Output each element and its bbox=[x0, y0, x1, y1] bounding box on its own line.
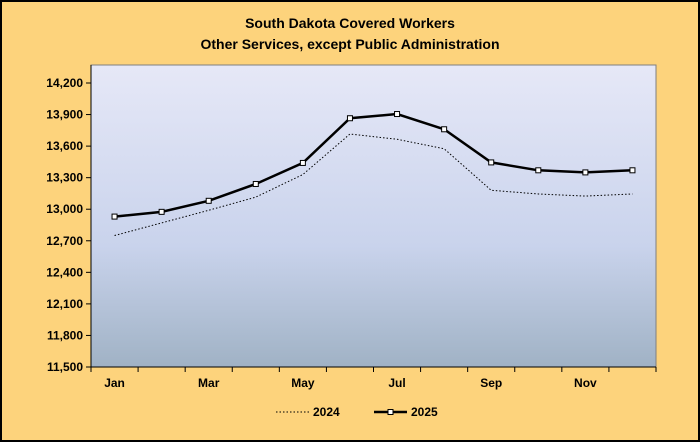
data-point-2025 bbox=[158, 208, 165, 215]
data-point-2025 bbox=[488, 159, 495, 166]
data-point-2025 bbox=[299, 159, 306, 166]
y-tick-label: 12,100 bbox=[46, 297, 83, 311]
y-tick-label: 11,500 bbox=[47, 360, 83, 374]
y-tick-label: 12,700 bbox=[46, 234, 83, 248]
series-layer bbox=[111, 111, 636, 237]
y-tick-label: 13,900 bbox=[46, 108, 83, 122]
plot-area bbox=[90, 64, 657, 368]
x-tick-label: Nov bbox=[574, 376, 597, 390]
x-tick-label: Mar bbox=[198, 376, 220, 390]
data-point-2025 bbox=[582, 169, 589, 176]
x-tick-label: Sep bbox=[480, 376, 502, 390]
series-line-2024 bbox=[114, 133, 633, 237]
chart-subtitle: Other Services, except Public Administra… bbox=[200, 36, 500, 52]
y-tick-label: 14,200 bbox=[46, 76, 83, 90]
x-tick-label: Jan bbox=[104, 376, 125, 390]
x-tick-label: Jul bbox=[388, 376, 405, 390]
x-tick-label: May bbox=[291, 376, 315, 390]
data-point-2025 bbox=[629, 167, 636, 174]
data-point-2025 bbox=[346, 115, 353, 122]
legend-label-2025: 2025 bbox=[411, 405, 438, 419]
legend-label-2024: 2024 bbox=[313, 405, 340, 419]
series-line-2025 bbox=[114, 112, 633, 218]
y-tick-label: 11,800 bbox=[47, 328, 83, 342]
chart-title: South Dakota Covered Workers bbox=[245, 15, 455, 31]
legend: 2024 2025 bbox=[276, 405, 438, 419]
data-point-2025 bbox=[205, 197, 212, 204]
data-point-2025 bbox=[394, 111, 401, 118]
legend-marker-2025 bbox=[387, 409, 394, 415]
y-tick-label: 13,000 bbox=[46, 202, 83, 216]
data-point-2025 bbox=[535, 167, 542, 174]
data-point-2025 bbox=[252, 180, 259, 187]
y-tick-label: 13,300 bbox=[46, 171, 83, 185]
y-tick-label: 12,400 bbox=[46, 265, 83, 279]
axes: 11,500 11,800 12,100 12,400 12,700 13,000 13,3… bbox=[46, 65, 657, 390]
data-point-2025 bbox=[111, 213, 118, 220]
y-tick-label: 13,600 bbox=[46, 139, 83, 153]
data-point-2025 bbox=[441, 126, 448, 133]
